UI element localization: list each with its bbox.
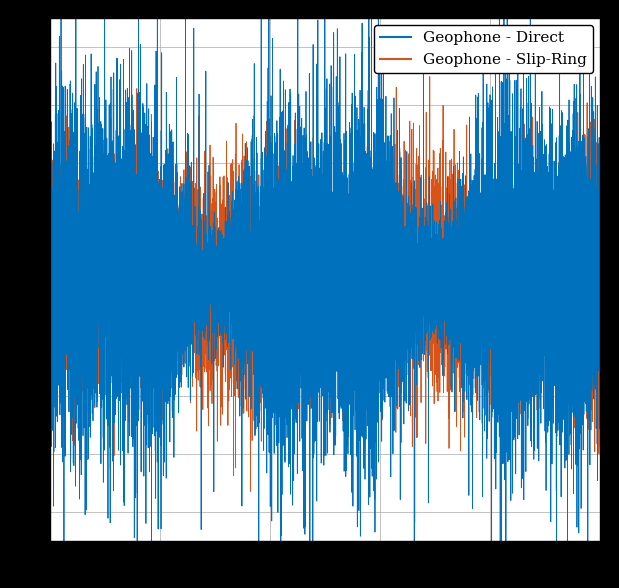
- Legend: Geophone - Direct, Geophone - Slip-Ring: Geophone - Direct, Geophone - Slip-Ring: [374, 25, 593, 73]
- Line: Geophone - Direct: Geophone - Direct: [50, 0, 600, 588]
- Geophone - Slip-Ring: [79, 162, 86, 169]
- Geophone - Direct: [79, 242, 86, 249]
- Geophone - Direct: [315, 345, 322, 352]
- Geophone - Slip-Ring: [315, 329, 322, 336]
- Geophone - Slip-Ring: [48, 372, 56, 379]
- Geophone - Slip-Ring: [247, 488, 254, 495]
- Geophone - Slip-Ring: [154, 286, 161, 293]
- Geophone - Slip-Ring: [597, 353, 604, 360]
- Geophone - Direct: [597, 222, 604, 229]
- Geophone - Direct: [48, 338, 56, 345]
- Geophone - Slip-Ring: [568, 206, 575, 213]
- Geophone - Direct: [46, 234, 53, 241]
- Geophone - Direct: [154, 252, 162, 259]
- Geophone - Direct: [568, 135, 575, 142]
- Geophone - Direct: [69, 343, 76, 350]
- Geophone - Slip-Ring: [69, 283, 76, 290]
- Geophone - Slip-Ring: [264, 65, 272, 72]
- Geophone - Slip-Ring: [46, 188, 53, 195]
- Line: Geophone - Slip-Ring: Geophone - Slip-Ring: [50, 68, 600, 492]
